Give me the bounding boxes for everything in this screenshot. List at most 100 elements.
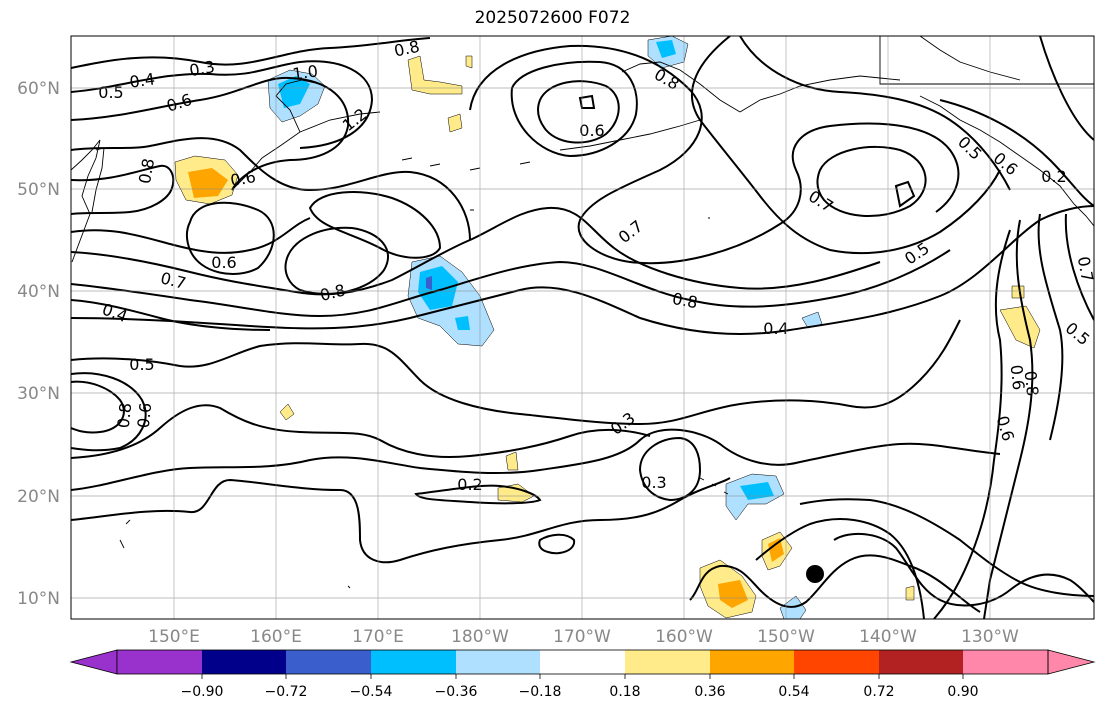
contour-line (755, 518, 925, 619)
contour-line (1064, 213, 1094, 321)
contour-line (933, 229, 1011, 619)
contour-label: 0.6 (1007, 364, 1029, 391)
lat-tick-label: 10°N (17, 589, 60, 609)
colorbar-segment (794, 650, 879, 674)
coastline-path (919, 36, 1021, 81)
contour-label: 0.8 (671, 289, 699, 312)
colorbar-tick-label: 0.36 (694, 684, 725, 700)
shade-patch (465, 55, 473, 69)
longitude-labels: 150°E 160°E 170°E 180°W 170°W 160°W 150°… (148, 627, 1019, 647)
shade-patch (455, 316, 470, 330)
contour-line (71, 477, 731, 564)
contour-label: 0.6 (579, 121, 604, 140)
colorbar-tick-label: 0.54 (778, 684, 809, 700)
contour-line (894, 180, 916, 208)
colorbar-tick-label: −0.90 (181, 684, 224, 700)
coastline-path (401, 157, 531, 211)
contour-label: 0.3 (188, 57, 216, 80)
colorbar-tick-label: −0.36 (435, 684, 478, 700)
map-frame (70, 35, 1095, 620)
contour-line (71, 428, 1001, 491)
contour-label: 0.3 (641, 473, 666, 492)
contour-line (71, 76, 350, 191)
shade-patch (905, 585, 915, 601)
contour-line (690, 36, 1001, 255)
lon-tick-label: 170°W (553, 627, 611, 647)
shade-patch (497, 483, 535, 503)
colorbar-segment (117, 650, 202, 674)
lat-tick-label: 40°N (17, 282, 60, 302)
colorbar-tick-label: 0.90 (947, 684, 978, 700)
shade-patch (740, 482, 774, 500)
contour-label: 0.2 (457, 475, 482, 494)
lon-tick-label: 180°W (451, 627, 509, 647)
location-marker (806, 565, 824, 583)
gridlines (71, 36, 1094, 619)
contour-line (71, 206, 881, 296)
contour-lines (71, 36, 1094, 619)
contour-label: 0.8 (135, 157, 158, 185)
contour-line (414, 484, 542, 505)
contour-line (71, 60, 374, 149)
lon-tick-label: 140°W (859, 627, 917, 647)
contour-line (71, 217, 311, 254)
coastline-path (621, 61, 741, 113)
shade-patch (418, 266, 458, 310)
contour-line (284, 226, 390, 295)
shade-patch (656, 40, 676, 58)
shade-patch (188, 168, 228, 198)
contour-line (799, 498, 1094, 597)
shade-patch (407, 55, 463, 95)
coastline-path (119, 217, 710, 589)
contour-line (71, 164, 175, 215)
colorbar-segment (625, 650, 710, 674)
lon-tick-label: 150°W (757, 627, 815, 647)
contour-line (71, 205, 1094, 335)
map-title: 2025072600 F072 (474, 8, 631, 28)
colorbar-tick-label: 0.72 (863, 684, 894, 700)
colorbar-ticks (201, 674, 964, 679)
lon-tick-label: 130°W (961, 627, 1019, 647)
contour-line (816, 146, 927, 217)
colorbar-segment (202, 650, 286, 674)
contour-line (939, 99, 1094, 207)
colorbar-segment (963, 650, 1048, 674)
colorbar-extend-right (1047, 649, 1096, 675)
contour-label: 0.4 (763, 319, 788, 338)
latitude-labels: 60°N 50°N 40°N 30°N 20°N 10°N (17, 79, 60, 609)
contour-label: 0.8 (114, 402, 136, 429)
contour-line (71, 37, 431, 69)
shade-patch (279, 403, 295, 421)
shade-patch (505, 451, 519, 471)
contour-line (689, 554, 981, 613)
contour-line (71, 249, 951, 318)
contour-label: 0.6 (229, 167, 257, 190)
coastline-path (879, 36, 1094, 85)
contour-line (1039, 36, 1094, 141)
contour-line (578, 94, 596, 109)
contour-label: 0.6 (211, 253, 236, 272)
colorbar-outline (116, 649, 1049, 675)
contour-line (833, 532, 1094, 607)
contour-label: 0.2 (1041, 167, 1066, 186)
lat-tick-label: 30°N (17, 384, 60, 404)
lat-tick-label: 50°N (17, 180, 60, 200)
contour-label: 0.5 (129, 355, 154, 374)
contour-line (186, 201, 275, 275)
lat-tick-label: 20°N (17, 487, 60, 507)
lon-tick-label: 150°E (148, 627, 200, 647)
shaded-anomalies (174, 36, 1041, 619)
contour-label: 0.8 (1021, 370, 1043, 397)
contour-line (71, 299, 271, 331)
contour-line (537, 80, 620, 144)
contour-line (1037, 213, 1064, 441)
contour-line (71, 137, 471, 241)
shade-patch (447, 113, 463, 133)
contour-line (71, 404, 651, 459)
contour-label: 0.8 (392, 37, 421, 61)
colorbar-segment (286, 650, 371, 674)
colorbar-segment (710, 650, 794, 674)
contour-label: 0.7 (1074, 255, 1097, 283)
shade-patch (768, 538, 784, 562)
